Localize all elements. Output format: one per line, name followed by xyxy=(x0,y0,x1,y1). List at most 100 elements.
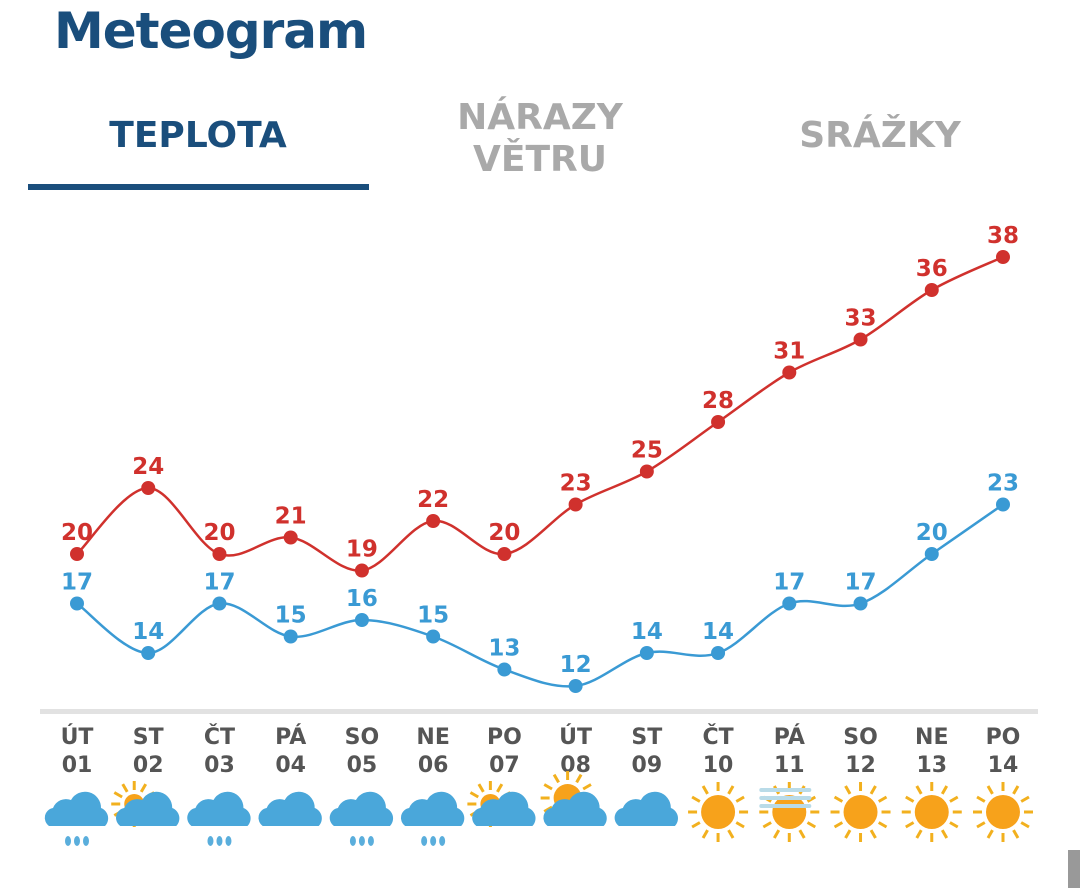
date-label: 02 xyxy=(133,753,164,778)
max-temp-point[interactable] xyxy=(354,563,369,578)
partly-cloudy-icon xyxy=(111,781,180,827)
x-axis-line xyxy=(40,709,1038,714)
max-temp-point[interactable] xyxy=(283,530,298,545)
min-temp-label: 17 xyxy=(845,570,877,596)
date-label: 11 xyxy=(774,753,805,778)
max-temp-label: 25 xyxy=(631,438,663,464)
max-temp-point[interactable] xyxy=(70,547,84,561)
max-temp-label: 20 xyxy=(488,520,520,546)
min-temp-point[interactable] xyxy=(639,646,654,660)
weekday-label: PÁ xyxy=(774,724,805,750)
rain-icon xyxy=(400,791,465,846)
weekday-label: ST xyxy=(133,725,164,750)
max-temp-label: 20 xyxy=(203,520,235,546)
min-temp-point[interactable] xyxy=(212,596,227,611)
min-temp-label: 15 xyxy=(417,603,449,629)
max-temp-label: 24 xyxy=(132,454,164,480)
min-temp-point[interactable] xyxy=(70,596,84,611)
min-temp-label: 17 xyxy=(61,570,93,596)
tab-temperature[interactable]: TEPLOTA xyxy=(109,115,287,156)
weekday-label: ČT xyxy=(204,724,235,750)
sunny-icon xyxy=(830,782,891,842)
weekday-label: PÁ xyxy=(275,724,306,750)
min-temp-point[interactable] xyxy=(853,596,868,611)
min-temp-label: 14 xyxy=(702,619,734,645)
max-temp-label: 20 xyxy=(61,520,93,546)
min-temp-label: 14 xyxy=(132,619,164,645)
min-temp-point[interactable] xyxy=(924,547,939,561)
weekday-label: SO xyxy=(843,725,878,750)
max-temp-label: 33 xyxy=(845,306,877,332)
date-label: 10 xyxy=(703,753,734,778)
max-temp-point[interactable] xyxy=(995,250,1010,264)
max-temp-point[interactable] xyxy=(426,514,441,528)
page-title: Meteogram xyxy=(54,2,368,60)
min-temp-label: 16 xyxy=(346,586,378,612)
max-temp-label: 23 xyxy=(560,471,592,497)
date-label: 01 xyxy=(62,753,93,778)
date-label: 08 xyxy=(560,753,591,778)
rain-icon xyxy=(44,791,109,846)
tab-precipitation[interactable]: SRÁŽKY xyxy=(799,115,961,156)
sunny-icon xyxy=(901,782,962,842)
rain-icon xyxy=(329,791,394,846)
max-temp-point[interactable] xyxy=(711,415,726,429)
sunny-icon xyxy=(972,782,1033,842)
min-temp-label: 12 xyxy=(560,652,592,678)
cloudy-icon xyxy=(258,791,322,826)
min-temp-point[interactable] xyxy=(283,629,298,644)
min-temp-point[interactable] xyxy=(995,497,1010,512)
min-temp-point[interactable] xyxy=(141,646,156,660)
date-label: 03 xyxy=(204,753,235,778)
sunny-icon xyxy=(688,782,749,842)
max-temp-label: 31 xyxy=(773,339,805,365)
min-temp-point[interactable] xyxy=(568,679,583,693)
max-temp-point[interactable] xyxy=(568,497,583,512)
date-label: 09 xyxy=(632,753,663,778)
max-temp-label: 38 xyxy=(987,223,1019,249)
scrollbar[interactable] xyxy=(1068,850,1080,888)
min-temp-label: 14 xyxy=(631,619,663,645)
rain-icon xyxy=(187,791,251,846)
min-temp-point[interactable] xyxy=(711,646,726,660)
min-temp-label: 17 xyxy=(773,570,805,596)
min-temp-point[interactable] xyxy=(354,613,369,627)
date-label: 04 xyxy=(275,753,306,778)
max-temp-label: 36 xyxy=(916,256,948,282)
max-temp-point[interactable] xyxy=(853,332,868,347)
date-label: 05 xyxy=(347,753,378,778)
fog-sunny-icon xyxy=(759,782,820,842)
active-tab-indicator xyxy=(28,184,369,190)
tab-wind-gusts[interactable]: NÁRAZY VĚTRU xyxy=(457,97,623,180)
weekday-label: ÚT xyxy=(61,724,94,750)
max-temp-point[interactable] xyxy=(497,547,512,561)
max-temp-point[interactable] xyxy=(924,283,939,297)
max-temp-label: 21 xyxy=(275,504,307,530)
partly-sunny-icon xyxy=(540,771,607,826)
weekday-label: PO xyxy=(986,725,1021,750)
date-label: 07 xyxy=(489,753,520,778)
min-temp-label: 15 xyxy=(275,603,307,629)
max-temp-label: 28 xyxy=(702,388,734,414)
max-temp-point[interactable] xyxy=(782,365,797,380)
weekday-label: ČT xyxy=(702,724,733,750)
max-temp-label: 22 xyxy=(417,487,449,513)
max-temp-point[interactable] xyxy=(212,547,227,561)
weekday-label: ÚT xyxy=(559,724,592,750)
min-temp-point[interactable] xyxy=(497,662,512,677)
min-temp-point[interactable] xyxy=(782,596,797,611)
weekday-label: ST xyxy=(631,725,662,750)
max-temp-point[interactable] xyxy=(639,464,654,479)
max-temp-label: 19 xyxy=(346,537,378,563)
date-label: 14 xyxy=(988,753,1019,778)
min-temp-label: 17 xyxy=(203,570,235,596)
min-temp-point[interactable] xyxy=(426,629,441,644)
weekday-label: NE xyxy=(915,725,948,750)
weekday-label: PO xyxy=(487,725,522,750)
date-label: 13 xyxy=(916,753,947,778)
min-temp-label: 23 xyxy=(987,471,1019,497)
min-temp-label: 20 xyxy=(916,520,948,546)
weekday-label: NE xyxy=(416,725,449,750)
max-temp-point[interactable] xyxy=(141,481,156,495)
